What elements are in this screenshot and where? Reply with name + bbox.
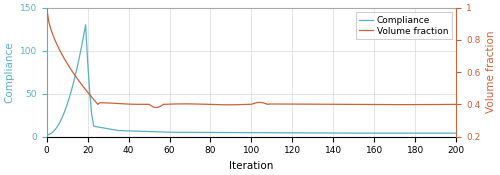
Volume fraction xyxy=(46,21,52,23)
Legend: Compliance, Volume fraction: Compliance, Volume fraction xyxy=(356,12,452,39)
Volume fraction xyxy=(420,104,426,106)
Compliance xyxy=(218,131,224,134)
Compliance xyxy=(453,132,459,134)
Y-axis label: Volume fraction: Volume fraction xyxy=(486,31,496,113)
Y-axis label: Compliance: Compliance xyxy=(4,41,14,103)
Volume fraction xyxy=(80,86,86,88)
Volume fraction xyxy=(44,7,50,9)
Compliance xyxy=(80,35,86,37)
Compliance xyxy=(44,134,50,136)
Volume fraction xyxy=(218,104,224,106)
Line: Volume fraction: Volume fraction xyxy=(46,8,456,107)
Compliance xyxy=(420,132,426,134)
Compliance xyxy=(267,132,273,134)
Volume fraction xyxy=(195,103,201,105)
Volume fraction xyxy=(267,103,273,105)
Volume fraction xyxy=(152,106,158,108)
Line: Compliance: Compliance xyxy=(46,25,456,135)
X-axis label: Iteration: Iteration xyxy=(229,161,274,171)
Volume fraction xyxy=(453,103,459,105)
Compliance xyxy=(82,24,88,26)
Compliance xyxy=(195,131,201,134)
Compliance xyxy=(46,134,52,136)
